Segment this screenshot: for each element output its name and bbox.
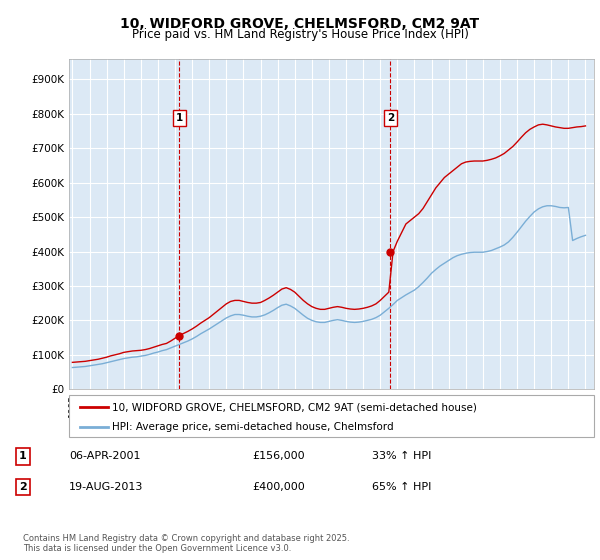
Text: Contains HM Land Registry data © Crown copyright and database right 2025.
This d: Contains HM Land Registry data © Crown c…: [23, 534, 349, 553]
Text: 2: 2: [387, 113, 394, 123]
Text: 1: 1: [176, 113, 183, 123]
Text: 65% ↑ HPI: 65% ↑ HPI: [372, 482, 431, 492]
Text: £400,000: £400,000: [252, 482, 305, 492]
Text: £156,000: £156,000: [252, 451, 305, 461]
Text: 10, WIDFORD GROVE, CHELMSFORD, CM2 9AT (semi-detached house): 10, WIDFORD GROVE, CHELMSFORD, CM2 9AT (…: [112, 402, 477, 412]
Text: 10, WIDFORD GROVE, CHELMSFORD, CM2 9AT: 10, WIDFORD GROVE, CHELMSFORD, CM2 9AT: [121, 17, 479, 31]
Text: HPI: Average price, semi-detached house, Chelmsford: HPI: Average price, semi-detached house,…: [112, 422, 394, 432]
Text: 1: 1: [19, 451, 26, 461]
Text: 2: 2: [19, 482, 26, 492]
Text: Price paid vs. HM Land Registry's House Price Index (HPI): Price paid vs. HM Land Registry's House …: [131, 28, 469, 41]
Text: 33% ↑ HPI: 33% ↑ HPI: [372, 451, 431, 461]
Text: 19-AUG-2013: 19-AUG-2013: [69, 482, 143, 492]
Text: 06-APR-2001: 06-APR-2001: [69, 451, 140, 461]
